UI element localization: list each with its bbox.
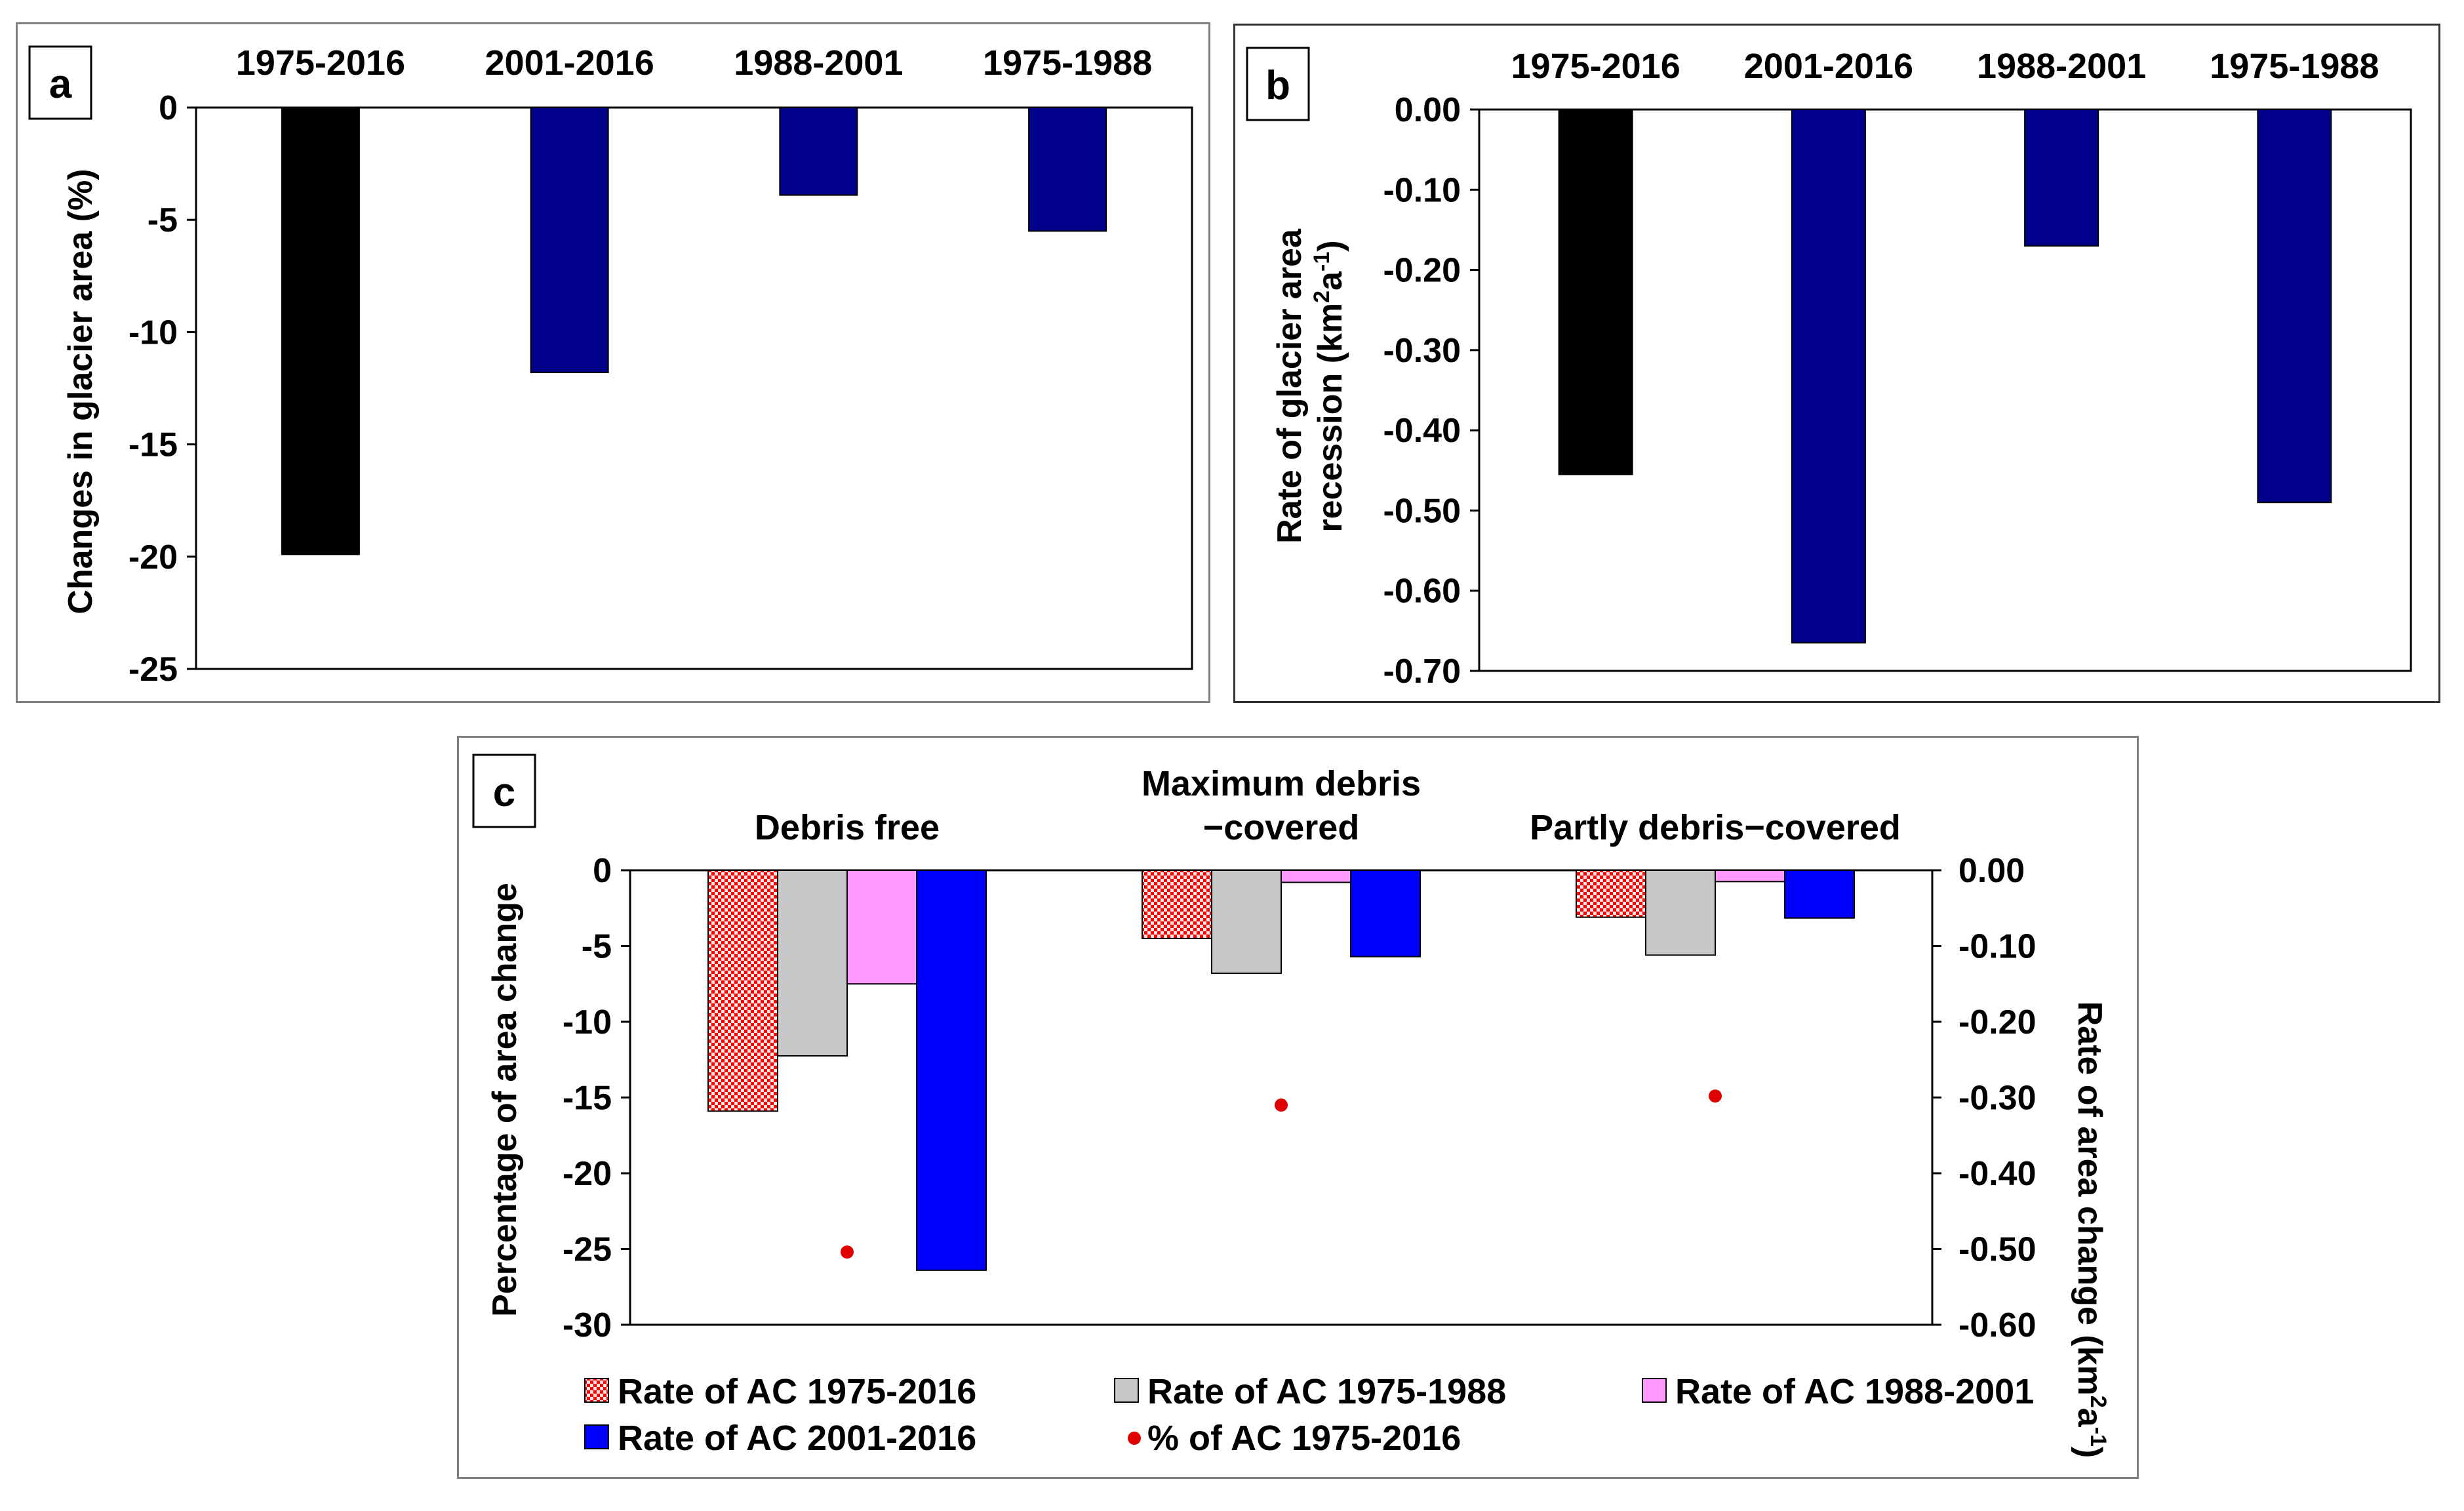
y-left-tick-label: -5 xyxy=(582,928,612,966)
bar-1975-2016 xyxy=(1558,109,1633,475)
category-label: Maximum debris xyxy=(1142,764,1421,803)
y-tick-label: -20 xyxy=(129,538,178,576)
chart-b-svg: 0.00 -0.10 -0.20 -0.30 -0.40 -0.50 -0.60 -0.70 1… xyxy=(1246,47,2412,691)
bar-Rate of AC 1988-2001 xyxy=(1281,870,1351,883)
y-tick-label: -0.60 xyxy=(1383,573,1461,611)
point-% of AC 1975-2016 xyxy=(841,1245,854,1259)
y-tick-label: -0.30 xyxy=(1383,332,1461,370)
bar-Rate of AC 2001-2016 xyxy=(1784,870,1855,919)
category-label: Debris free xyxy=(755,808,940,847)
legend-label: % of AC 1975-2016 xyxy=(1147,1419,1461,1458)
category-label: 2001-2016 xyxy=(1744,47,1913,86)
category-label: 1988-2001 xyxy=(1977,47,2146,86)
panel-c: 0 -5 -10 -15 -20 -25 -30 0.00 -0.10 -0.20 -0.30 -0.… xyxy=(457,736,2139,1479)
category-label: 1975-1988 xyxy=(983,43,1152,83)
y-left-tick-label: 0 xyxy=(593,852,612,890)
category-label: 1988-2001 xyxy=(734,43,903,83)
bar-Rate of AC 2001-2016 xyxy=(916,870,987,1271)
y-tick-label: -5 xyxy=(148,201,178,239)
bar-1975-2016 xyxy=(281,107,360,555)
y-left-tick-label: -15 xyxy=(563,1079,612,1118)
y-left-tick-label: -25 xyxy=(563,1231,612,1269)
point-% of AC 1975-2016 xyxy=(1709,1089,1722,1103)
y-axis-label-line2: recession (km2a-1) xyxy=(1309,240,1349,532)
panel-label-box xyxy=(28,45,92,120)
y-tick-label: -0.50 xyxy=(1383,492,1461,530)
legend-label: Rate of AC 1975-2016 xyxy=(618,1372,976,1411)
category-label: Partly debris−covered xyxy=(1530,808,1901,847)
bar-Rate of AC 1988-2001 xyxy=(846,870,917,985)
bar-Rate of AC 1975-2016 xyxy=(707,870,778,1112)
y-axis-label: Changes in glacier area (%) xyxy=(62,169,100,614)
legend-label: Rate of AC 2001-2016 xyxy=(618,1419,976,1458)
y-tick-label: -0.20 xyxy=(1383,252,1461,290)
legend-marker xyxy=(1128,1432,1141,1445)
panel-label-box xyxy=(472,754,536,828)
bar-Rate of AC 1975-2016 xyxy=(1576,870,1646,918)
bar-Rate of AC 1975-1988 xyxy=(1645,870,1716,956)
bar-1988-2001 xyxy=(2024,109,2099,247)
legend-swatch xyxy=(584,1378,609,1403)
bar-2001-2016 xyxy=(530,107,609,374)
plot-area-frame xyxy=(195,106,1193,670)
panel-label: c xyxy=(493,770,515,815)
bar-1988-2001 xyxy=(779,107,858,196)
bar-Rate of AC 1988-2001 xyxy=(1715,870,1785,883)
bar-2001-2016 xyxy=(1791,109,1866,644)
y-right-axis-label: Rate of area change (km2a-1) xyxy=(2071,1001,2111,1459)
y-right-tick-label: -0.20 xyxy=(1958,1003,2037,1041)
plot-area-frame xyxy=(1478,108,2412,672)
bar-Rate of AC 1975-2016 xyxy=(1142,870,1212,939)
category-label: 1975-1988 xyxy=(2210,47,2379,86)
y-right-tick-label: -0.50 xyxy=(1958,1231,2037,1269)
panel-label: a xyxy=(49,62,72,107)
y-left-tick-label: -30 xyxy=(563,1306,612,1344)
category-label: 1975-2016 xyxy=(1511,47,1680,86)
legend-label: Rate of AC 1975-1988 xyxy=(1147,1372,1506,1411)
category-label: 1975-2016 xyxy=(236,43,405,83)
y-tick-label: -0.10 xyxy=(1383,171,1461,209)
panel-label-box xyxy=(1246,47,1310,121)
y-tick-label: -25 xyxy=(129,651,178,689)
chart-a-svg: 0 -5 -10 -15 -20 -25 1975-2016 2001-2016 1988-20… xyxy=(28,43,1193,689)
y-axis-label-line1: Rate of glacier area xyxy=(1271,228,1309,544)
y-tick-label: 0.00 xyxy=(1395,91,1461,129)
bar-Rate of AC 2001-2016 xyxy=(1350,870,1421,957)
y-left-axis-label: Percentage of area change xyxy=(486,883,524,1317)
y-left-tick-label: -20 xyxy=(563,1155,612,1193)
y-left-tick-label: -10 xyxy=(563,1003,612,1041)
y-right-tick-label: -0.60 xyxy=(1958,1306,2037,1344)
y-tick-label: 0 xyxy=(159,89,178,127)
y-right-tick-label: -0.30 xyxy=(1958,1079,2037,1118)
legend-swatch xyxy=(1114,1378,1139,1403)
bar-Rate of AC 1975-1988 xyxy=(1211,870,1282,975)
y-right-tick-label: 0.00 xyxy=(1958,852,2025,890)
bar-1975-1988 xyxy=(1028,107,1107,232)
panel-b: 0.00 -0.10 -0.20 -0.30 -0.40 -0.50 -0.60 -0.70 1… xyxy=(1233,24,2440,703)
chart-c-svg: 0 -5 -10 -15 -20 -25 -30 0.00 -0.10 -0.20 -0.30 -0.… xyxy=(472,754,2111,1459)
category-label: −covered xyxy=(1203,808,1360,847)
y-tick-label: -0.70 xyxy=(1383,653,1461,691)
y-right-tick-label: -0.10 xyxy=(1958,928,2037,966)
y-tick-label: -10 xyxy=(129,313,178,352)
point-% of AC 1975-2016 xyxy=(1275,1098,1288,1112)
y-tick-label: -0.40 xyxy=(1383,412,1461,450)
panel-a: 0 -5 -10 -15 -20 -25 1975-2016 2001-2016 1988-20… xyxy=(16,22,1210,703)
panel-label: b xyxy=(1265,63,1290,108)
legend-label: Rate of AC 1988-2001 xyxy=(1675,1372,2034,1411)
category-label: 2001-2016 xyxy=(485,43,654,83)
y-tick-label: -15 xyxy=(129,426,178,464)
bar-1975-1988 xyxy=(2257,109,2332,504)
legend-swatch xyxy=(1642,1378,1667,1403)
bar-Rate of AC 1975-1988 xyxy=(777,870,848,1057)
y-right-tick-label: -0.40 xyxy=(1958,1155,2037,1193)
legend-swatch xyxy=(584,1424,609,1449)
